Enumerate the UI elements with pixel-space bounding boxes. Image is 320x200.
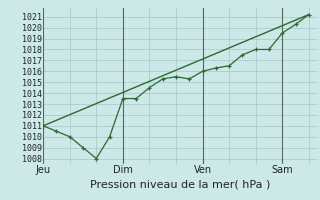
X-axis label: Pression niveau de la mer( hPa ): Pression niveau de la mer( hPa ) (90, 180, 270, 190)
